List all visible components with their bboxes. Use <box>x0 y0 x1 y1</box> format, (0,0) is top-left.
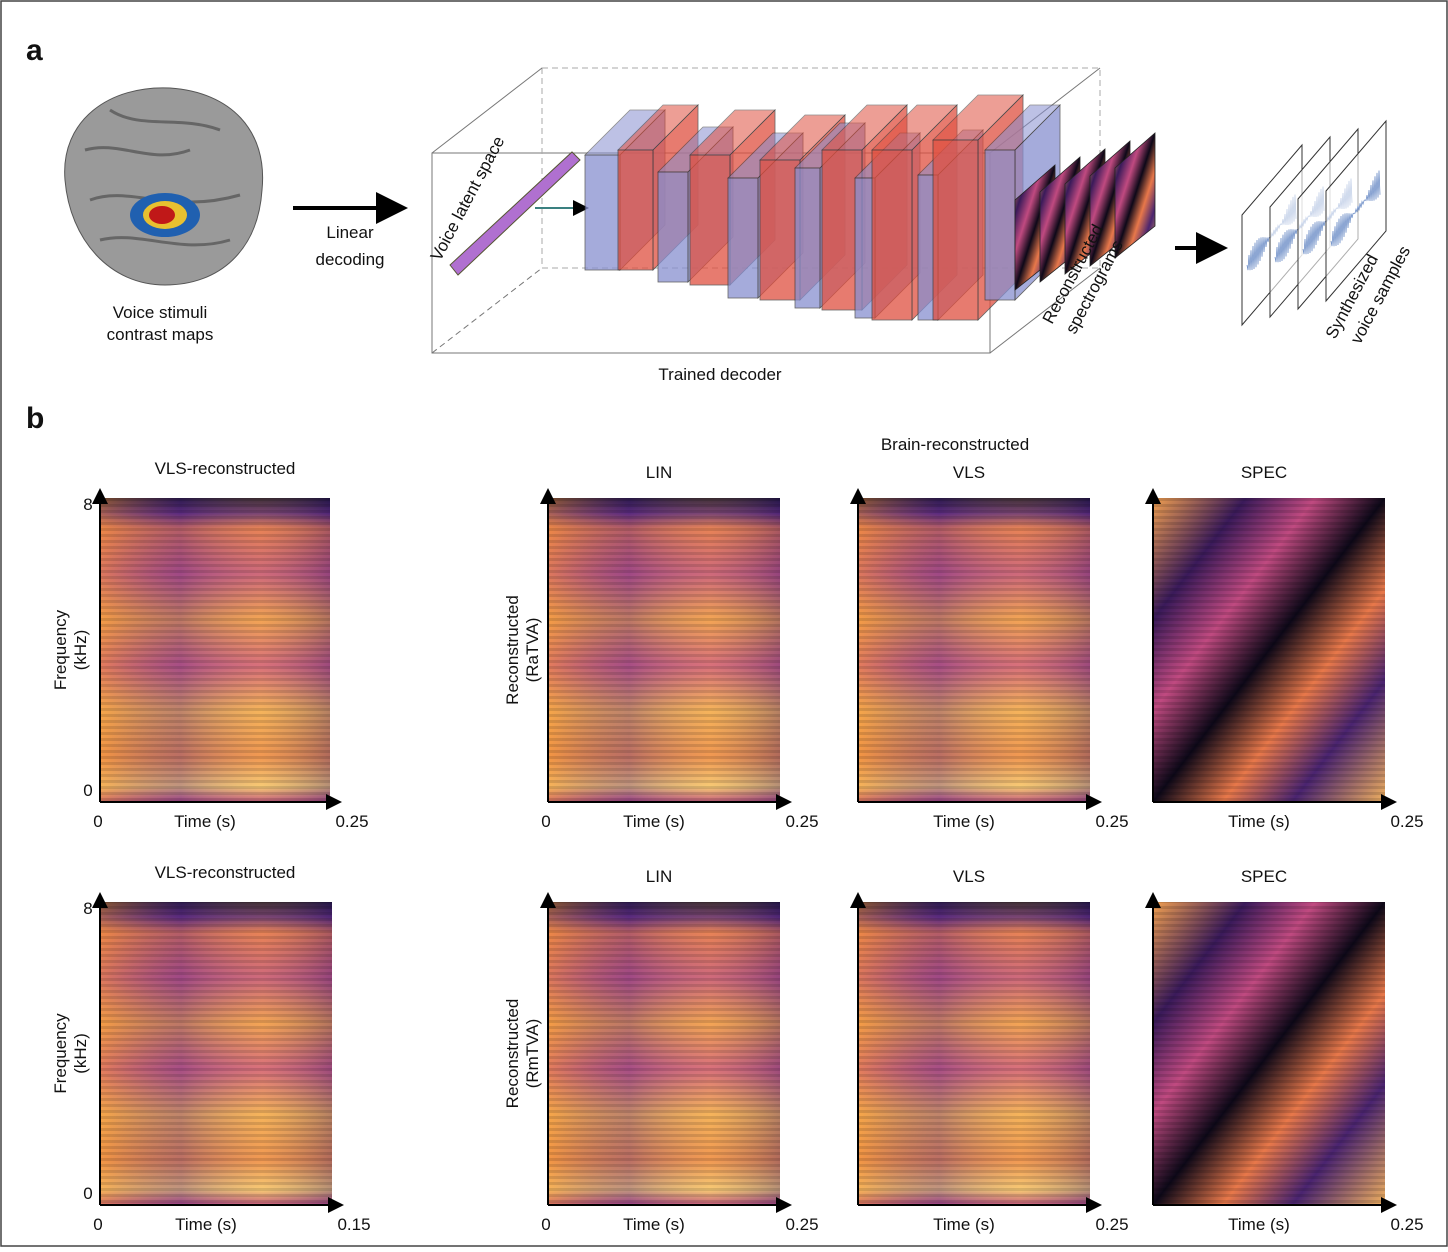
x-axis-label: Time (s) <box>174 812 236 831</box>
x-tick-label: 0 <box>93 1215 102 1234</box>
x-tick-label: 0 <box>541 812 550 831</box>
x-tick-label: 0.25 <box>785 1215 818 1234</box>
x-axis-label: Time (s) <box>175 1215 237 1234</box>
brain-caption: Voice stimuli <box>113 303 207 322</box>
brain-caption: contrast maps <box>107 325 214 344</box>
x-axis-label: Time (s) <box>933 1215 995 1234</box>
row-label: (RmTVA) <box>523 1019 542 1089</box>
arrow-label: Linear <box>326 223 374 242</box>
row-label: Reconstructed <box>503 999 522 1109</box>
spectrogram-texture <box>858 498 1090 802</box>
layer <box>728 178 758 298</box>
layer <box>618 150 653 270</box>
spectrogram-texture <box>1153 498 1385 802</box>
panel-title: LIN <box>646 867 672 886</box>
layer <box>872 150 912 320</box>
panel-a: a Voice stimuli contrast maps Linear dec… <box>26 34 1414 384</box>
x-tick-label: 0.25 <box>1095 812 1128 831</box>
panel-title: VLS-reconstructed <box>155 863 296 882</box>
layer <box>985 150 1015 300</box>
row-label: (RaTVA) <box>523 618 542 683</box>
x-tick-label: 0.15 <box>337 1215 370 1234</box>
x-tick-label: 0.25 <box>1390 812 1423 831</box>
y-tick-label: 8 <box>83 899 92 918</box>
y-axis-label: Frequency <box>51 609 70 690</box>
layer <box>690 155 730 285</box>
x-axis-label: Time (s) <box>1228 812 1290 831</box>
x-axis-label: Time (s) <box>933 812 995 831</box>
x-tick-label: 0.25 <box>785 812 818 831</box>
spectrogram-texture <box>100 902 332 1205</box>
panel-title: VLS <box>953 867 985 886</box>
waveform-stack <box>1242 121 1386 325</box>
x-axis-label: Time (s) <box>1228 1215 1290 1234</box>
x-tick-label: 0 <box>93 812 102 831</box>
spectrogram-texture <box>100 498 330 802</box>
spectrogram-texture <box>1153 902 1385 1205</box>
panel-title: SPEC <box>1241 867 1287 886</box>
y-axis-label: (kHz) <box>71 1033 90 1074</box>
layer <box>795 168 820 308</box>
y-tick-label: 0 <box>83 781 92 800</box>
x-tick-label: 0 <box>541 1215 550 1234</box>
spectrogram-texture <box>548 498 780 802</box>
layer <box>933 140 978 320</box>
layer <box>658 172 688 282</box>
panel-title: VLS <box>953 463 985 482</box>
group-title: Brain-reconstructed <box>881 435 1029 454</box>
arrow-label: decoding <box>315 250 384 269</box>
figure: a Voice stimuli contrast maps Linear dec… <box>0 0 1448 1247</box>
panel-b: b Brain-reconstructed VLS-reconstructed 8… <box>26 402 1424 1234</box>
x-tick-label: 0.25 <box>335 812 368 831</box>
panel-label: b <box>26 402 44 435</box>
spectrogram-texture <box>548 902 780 1205</box>
x-axis-label: Time (s) <box>623 812 685 831</box>
x-tick-label: 0.25 <box>1390 1215 1423 1234</box>
x-tick-label: 0.25 <box>1095 1215 1128 1234</box>
x-axis-label: Time (s) <box>623 1215 685 1234</box>
row-label: Reconstructed <box>503 595 522 705</box>
decoder-label: Trained decoder <box>658 365 782 384</box>
y-tick-label: 0 <box>83 1184 92 1203</box>
y-axis-label: (kHz) <box>71 630 90 671</box>
panel-title: LIN <box>646 463 672 482</box>
panel-label: a <box>26 34 43 67</box>
brain <box>65 88 263 285</box>
panel-title: VLS-reconstructed <box>155 459 296 478</box>
y-tick-label: 8 <box>83 495 92 514</box>
panel-title: SPEC <box>1241 463 1287 482</box>
layer <box>760 160 800 300</box>
layer <box>585 155 620 270</box>
y-axis-label: Frequency <box>51 1013 70 1094</box>
decoder-layers <box>585 95 1060 320</box>
spectrogram-texture <box>858 902 1090 1205</box>
